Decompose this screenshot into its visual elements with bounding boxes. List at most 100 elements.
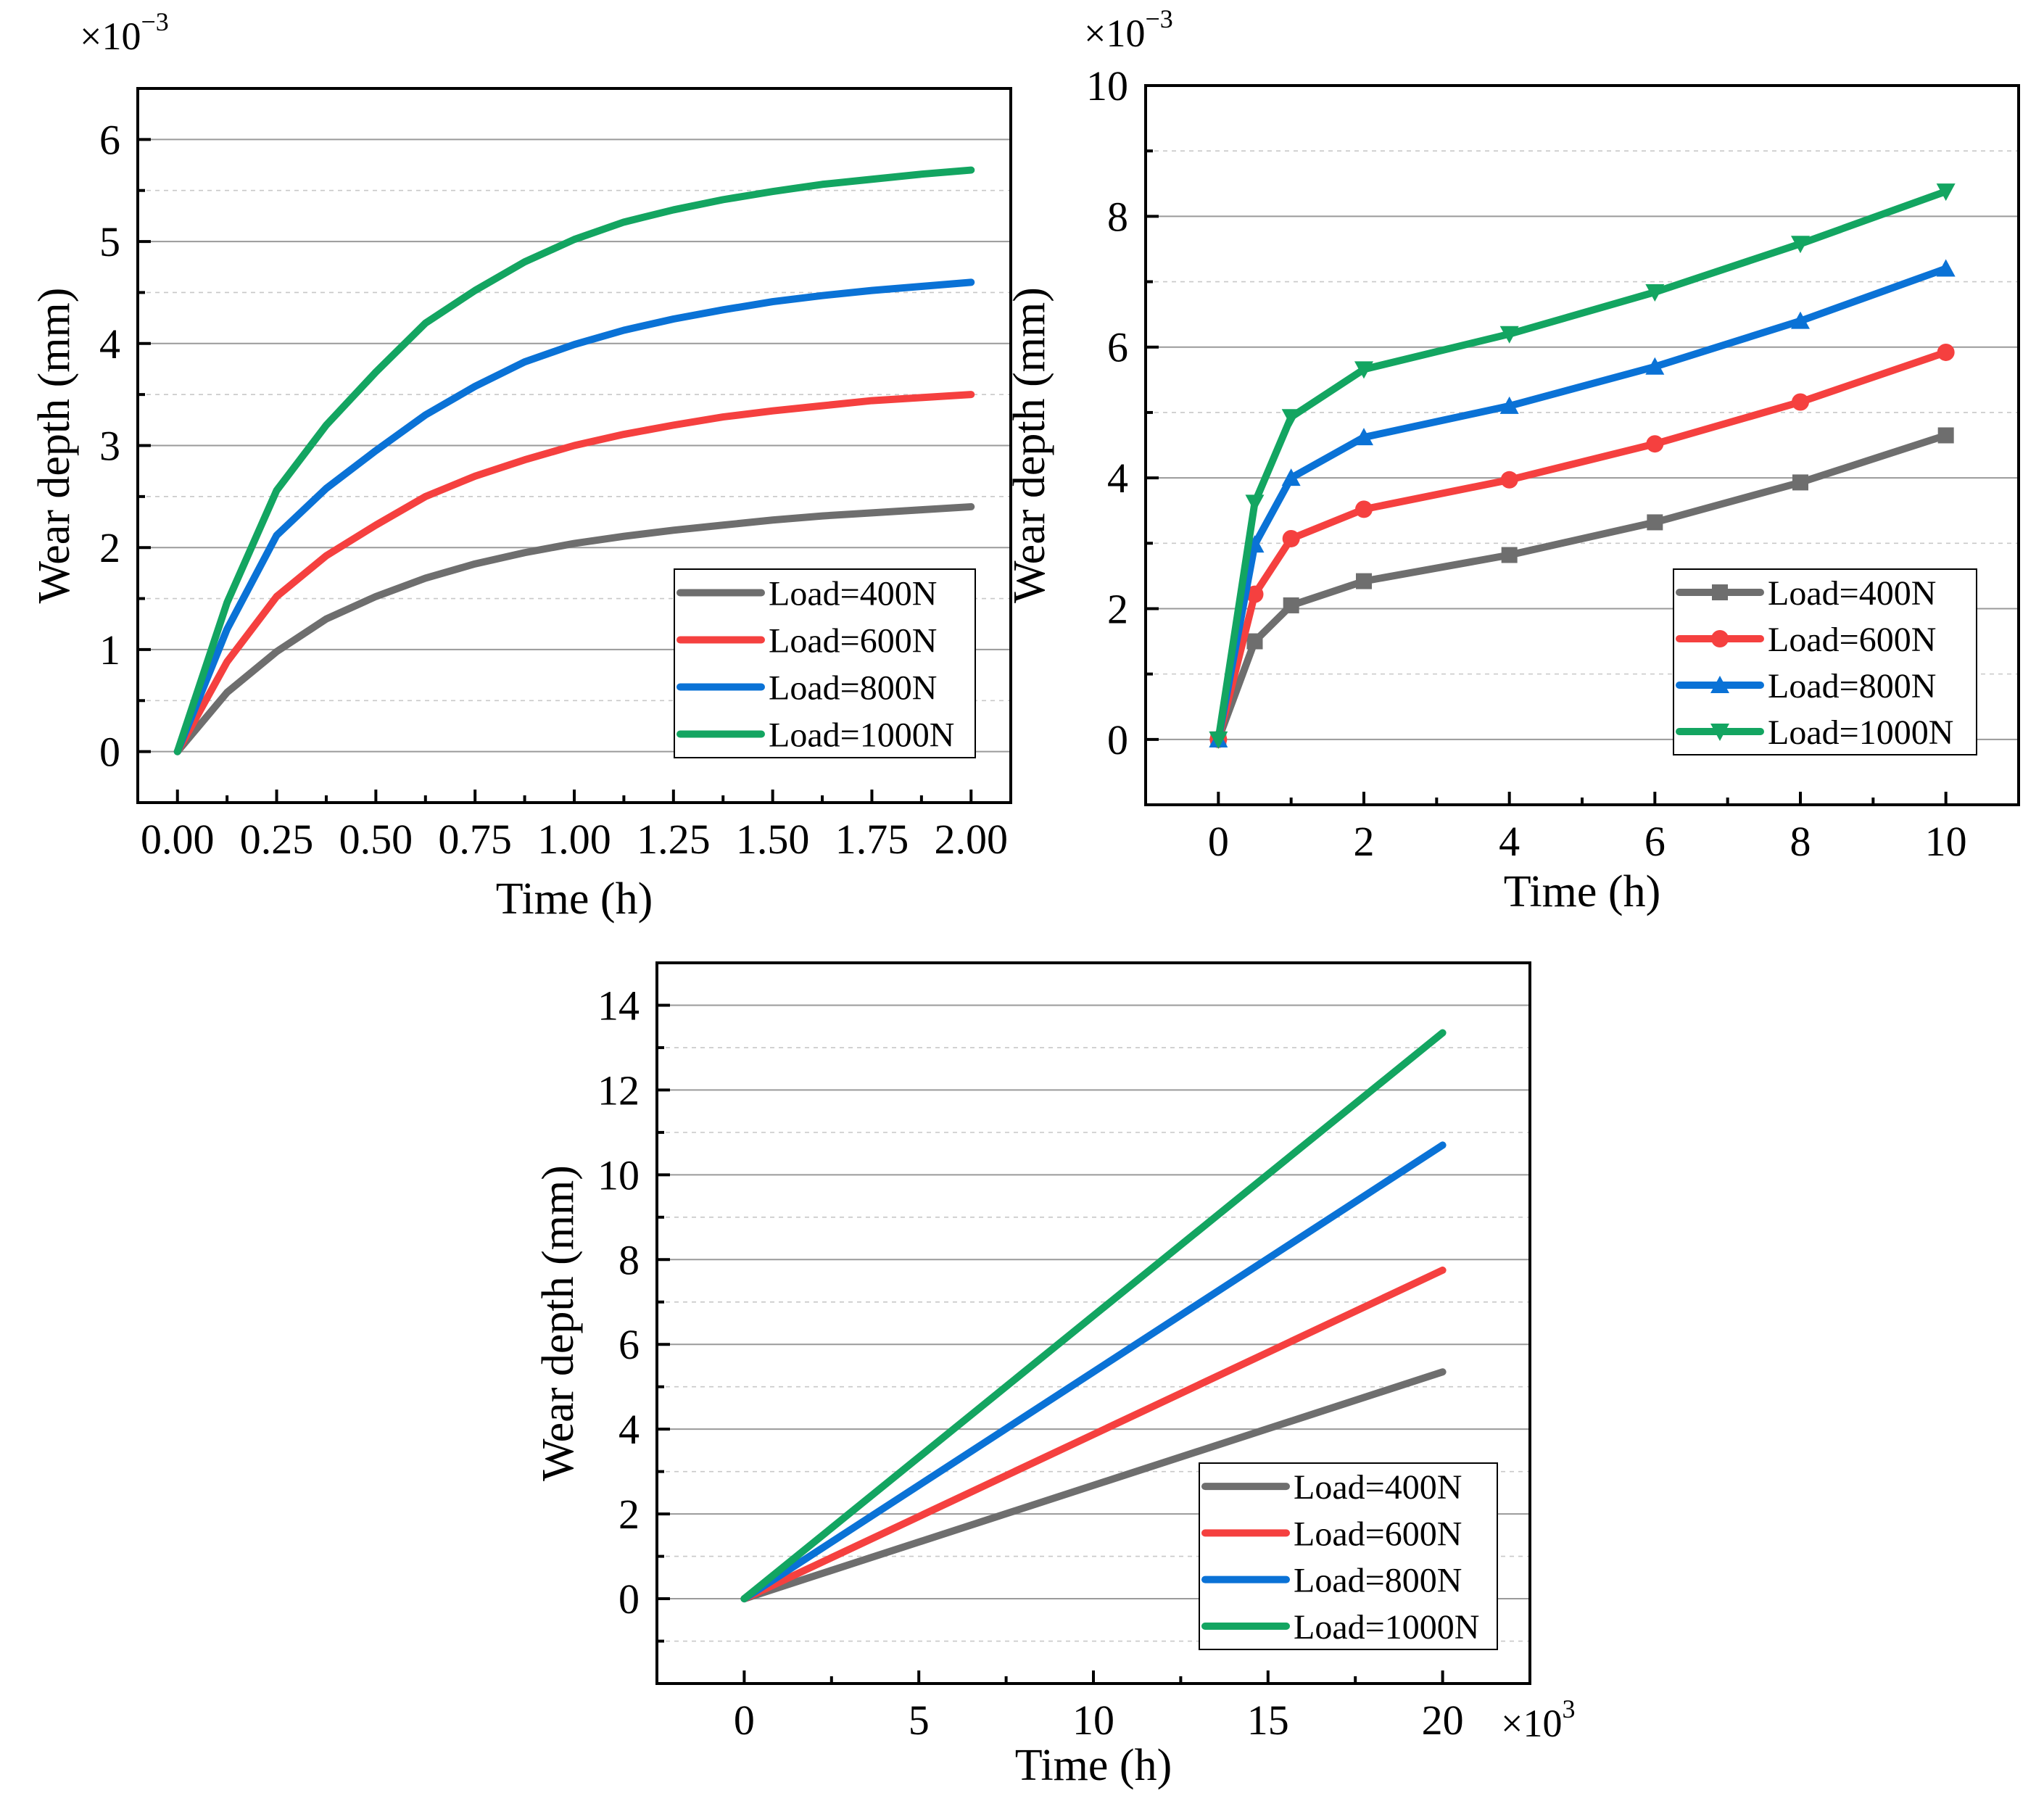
- y-axis: 0 2 4 6 8 10: [1086, 62, 1159, 806]
- chart-3: 0 5 10 15 20 0 2 4 6 8 10 12 14 Time (h) Wear depth (m…: [534, 961, 1575, 1790]
- marker-triangle-down: [1209, 731, 1228, 749]
- x-axis-title: Time (h): [1504, 867, 1660, 916]
- marker-square: [1283, 597, 1299, 613]
- x-tick-label: 0: [734, 1697, 755, 1744]
- y-tick-label: 4: [1107, 455, 1128, 502]
- x-tick-label: 4: [1499, 818, 1520, 865]
- x-tick-label: 0.25: [240, 816, 314, 863]
- y-tick-label: 0: [618, 1575, 640, 1623]
- x-multiplier: ×103: [1501, 1694, 1575, 1745]
- x-axis-title: Time (h): [1015, 1741, 1172, 1790]
- marker-triangle-down: [1281, 409, 1301, 427]
- y-tick-label: 8: [618, 1236, 640, 1283]
- legend-label: Load=600N: [769, 622, 937, 661]
- y-axis-title: Wear depth (mm): [534, 1165, 583, 1481]
- legend-label: Load=1000N: [1294, 1608, 1479, 1647]
- x-tick-label: 15: [1247, 1697, 1289, 1744]
- y-tick-label: 5: [99, 218, 120, 265]
- y-tick-label: 0: [99, 729, 120, 776]
- x-tick-label: 8: [1790, 818, 1811, 865]
- y-tick-label: 4: [99, 320, 120, 368]
- x-tick-label: 10: [1072, 1697, 1114, 1744]
- marker-circle: [1246, 585, 1264, 603]
- marker-triangle-down: [1354, 361, 1373, 379]
- marker-triangle-down: [1645, 283, 1665, 302]
- y-tick-label: 10: [597, 1151, 640, 1198]
- x-tick-label: 0.00: [141, 816, 215, 863]
- legend-label: Load=600N: [1768, 621, 1936, 659]
- series-line-load800n: [1215, 265, 1950, 743]
- series-line-load600n: [1215, 348, 1950, 743]
- marker-triangle-up: [1710, 676, 1729, 693]
- series-line-load600n: [740, 1266, 1447, 1603]
- y-tick-label: 8: [1107, 193, 1128, 240]
- x-multiplier-exponent: 3: [1562, 1694, 1575, 1723]
- marker-triangle-down: [1245, 494, 1265, 513]
- x-tick-label: 5: [909, 1697, 930, 1744]
- y-multiplier: ×10−3: [1084, 4, 1173, 55]
- legend-label: Load=400N: [769, 575, 937, 613]
- series-line-load1000n: [1215, 188, 1950, 743]
- series-line-load1000n: [740, 1029, 1447, 1603]
- y-tick-label: 2: [618, 1491, 640, 1538]
- y-axis: 0 1 2 3 4 5 6: [99, 87, 151, 804]
- legend: Load=400N Load=600N Load=800N Load=1000N: [1199, 1462, 1498, 1650]
- x-tick-label: 2.00: [935, 816, 1009, 863]
- marker-square: [1647, 514, 1663, 531]
- y-tick-label: 2: [1107, 585, 1128, 632]
- y-multiplier-exponent: −3: [141, 7, 168, 36]
- y-tick-label: 10: [1086, 62, 1128, 109]
- x-axis: 0 2 4 6 8 10: [1144, 792, 2020, 865]
- y-multiplier-exponent: −3: [1145, 4, 1172, 33]
- x-axis: 0.00 0.25 0.50 0.75 1.00 1.25 1.50 1.75 2.00: [141, 790, 1008, 863]
- series-line-load800n: [173, 278, 975, 755]
- marker-triangle-down: [1936, 183, 1956, 202]
- y-tick-label: 1: [99, 626, 120, 674]
- y-tick-label: 0: [1107, 716, 1128, 763]
- x-tick-label: 1.00: [537, 816, 611, 863]
- y-tick-label: 2: [99, 524, 120, 571]
- marker-square: [1792, 474, 1808, 491]
- series-line-load800n: [740, 1141, 1447, 1603]
- y-tick-label: 4: [618, 1406, 640, 1453]
- y-tick-label: 6: [99, 116, 120, 163]
- series-group: [740, 1029, 1447, 1603]
- marker-circle: [1500, 471, 1518, 489]
- marker-circle: [1646, 435, 1664, 453]
- legend-label: Load=800N: [1768, 667, 1936, 705]
- marker-circle: [1792, 393, 1809, 411]
- marker-square: [1501, 547, 1518, 563]
- y-multiplier: ×10−3: [80, 7, 169, 58]
- x-tick-label: 0.75: [438, 816, 512, 863]
- marker-circle: [1937, 343, 1955, 361]
- y-tick-label: 6: [1107, 324, 1128, 371]
- y-tick-label: 12: [597, 1067, 640, 1114]
- legend-box: [674, 568, 976, 758]
- legend-box: [1199, 1462, 1498, 1650]
- legend: Load=400N Load=600N Load=800N Load=1000N: [1673, 568, 1977, 755]
- y-axis: 0 2 4 6 8 10 12 14: [597, 961, 670, 1643]
- x-tick-label: 20: [1422, 1697, 1464, 1744]
- legend-label: Load=400N: [1294, 1468, 1462, 1507]
- y-tick-label: 14: [597, 982, 640, 1029]
- marker-triangle-down: [1499, 326, 1519, 344]
- series-line-load400n: [740, 1368, 1447, 1603]
- chart-2: 0 2 4 6 8 10 0 2 4 6 8 10 Time (h) Wear depth (mm) ×10…: [1005, 4, 2020, 916]
- series-line-load400n: [173, 502, 975, 755]
- chart-1: 0.00 0.25 0.50 0.75 1.00 1.25 1.50 1.75 2.00 0 1 2 3…: [30, 7, 1012, 924]
- y-axis-title: Wear depth (mm): [30, 288, 79, 604]
- marker-triangle-up: [1645, 357, 1665, 375]
- marker-triangle-up: [1281, 468, 1301, 486]
- x-tick-label: 1.75: [835, 816, 909, 863]
- legend-label: Load=800N: [1294, 1562, 1462, 1600]
- marker-triangle-up: [1936, 259, 1956, 277]
- marker-circle: [1282, 529, 1300, 547]
- x-tick-label: 2: [1354, 818, 1375, 865]
- series-group: [173, 166, 975, 755]
- marker-triangle-up: [1499, 396, 1519, 414]
- y-tick-label: 3: [99, 423, 120, 470]
- y-axis-title: Wear depth (mm): [1005, 287, 1054, 603]
- legend-label: Load=400N: [1768, 574, 1936, 613]
- x-tick-label: 0: [1208, 818, 1229, 865]
